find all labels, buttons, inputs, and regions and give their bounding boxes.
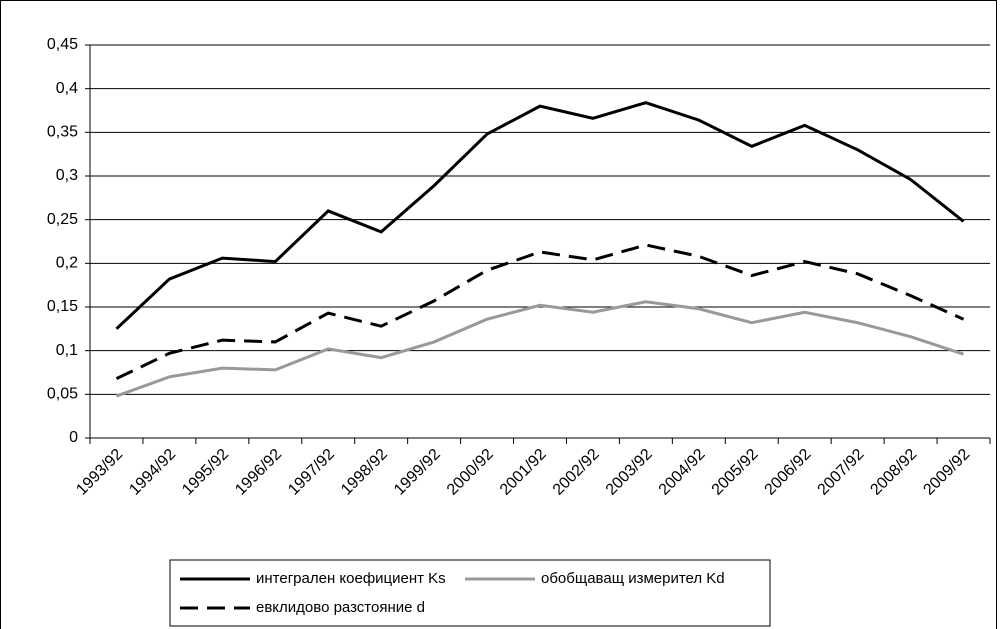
legend-label: евклидово разстояние d: [256, 599, 425, 616]
y-tick-label: 0,45: [47, 36, 78, 53]
series-line: [115, 243, 965, 380]
y-tick-label: 0,05: [47, 386, 78, 403]
series-line: [115, 101, 965, 330]
legend-label: обобщаващ измерител Kd: [541, 570, 725, 587]
series-line: [115, 300, 964, 398]
legend-label: интегрален коефициент Ks: [256, 570, 446, 587]
legend-box: [169, 559, 771, 627]
y-tick-label: 0,2: [56, 255, 78, 272]
y-tick-label: 0,1: [56, 342, 78, 359]
y-tick-label: 0,4: [56, 80, 78, 97]
y-tick-label: 0,25: [47, 211, 78, 228]
y-tick-label: 0,15: [47, 298, 78, 315]
legend: интегрален коефициент Ks обобщаващ измери…: [169, 559, 771, 627]
y-tick-label: 0,3: [56, 167, 78, 184]
y-tick-label: 0,35: [47, 124, 78, 141]
y-tick-label: 0: [69, 429, 78, 446]
